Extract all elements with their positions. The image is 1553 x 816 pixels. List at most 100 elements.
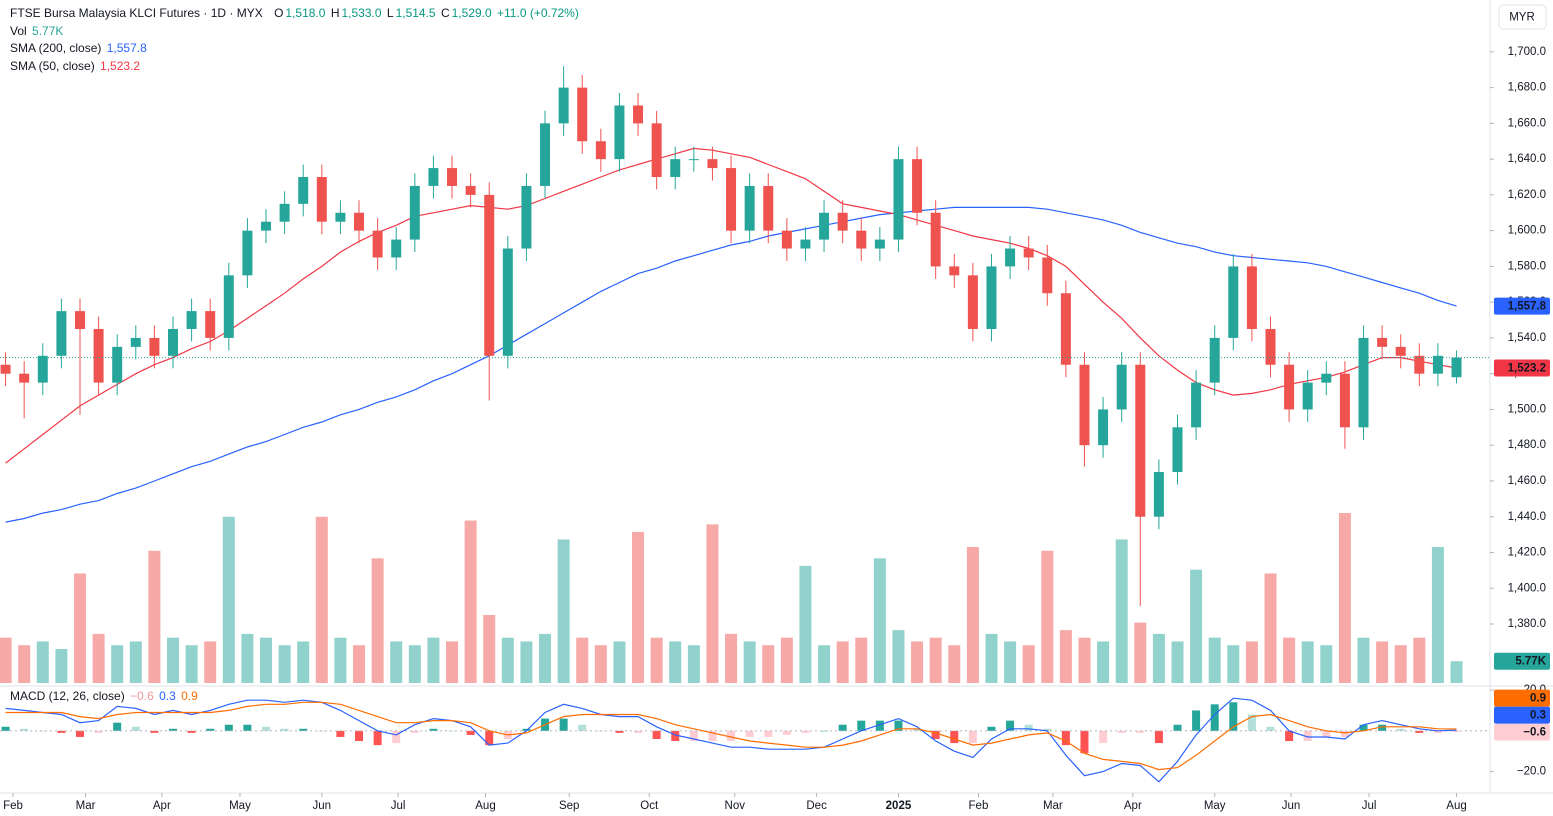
sma-name: SMA (50, close): [10, 58, 95, 73]
macd-hist-bar: [1378, 724, 1387, 731]
macd-hist-bar: [1173, 724, 1182, 731]
macd-hist-bar: [1006, 720, 1015, 731]
volume-bar: [1171, 641, 1184, 683]
y-tick-label: 1,380.0: [1508, 618, 1546, 630]
candle-body: [316, 177, 327, 222]
volume-bar: [1376, 641, 1389, 683]
volume-bar: [111, 645, 124, 683]
candle-body: [1098, 409, 1109, 446]
macd-hist-bar: [485, 730, 494, 746]
candle-body: [93, 328, 104, 383]
candle-body: [298, 177, 309, 204]
candle-body: [409, 185, 420, 240]
sma-name: SMA (200, close): [10, 41, 102, 56]
macd-hist-bar: [1266, 726, 1275, 731]
change: +11.0 (+0.72%): [497, 6, 579, 20]
volume-bar: [948, 645, 961, 683]
volume-bar: [260, 637, 273, 683]
volume-bar: [501, 637, 514, 683]
volume-bar: [1041, 550, 1054, 683]
macd-hist-bar: [875, 720, 884, 731]
ohlc-key: H: [330, 6, 340, 20]
candle-body: [149, 337, 160, 356]
y-tick-label: 1,440.0: [1508, 511, 1546, 523]
currency-box: [1498, 4, 1547, 30]
macd-hist-bar: [224, 724, 233, 731]
macd-hist-bar: [392, 730, 401, 744]
volume-bar: [557, 539, 570, 683]
macd-hist-bar: [150, 730, 159, 733]
macd-hist-bar: [671, 730, 680, 742]
candle-body: [205, 311, 216, 338]
macd-hist-bar: [38, 730, 47, 732]
candle-body: [484, 194, 495, 356]
volume-bar: [669, 641, 682, 683]
volume-bar: [1022, 645, 1035, 683]
macd-hist-bar: [559, 718, 568, 731]
volume-bar: [92, 633, 105, 683]
macd-hist-bar: [708, 730, 717, 742]
macd-y-tick-label: −20.0: [1517, 766, 1546, 778]
volume-bar: [687, 645, 700, 683]
volume-bar: [613, 641, 626, 683]
candle-body: [614, 105, 625, 160]
volume-bar: [297, 641, 310, 683]
ohlc-value: 1,533.0: [341, 6, 382, 20]
volume-bar: [408, 645, 421, 683]
x-tick-label: Apr: [153, 800, 171, 812]
macd-hist-bar: [410, 730, 419, 733]
ohlc-value: 1,529.0: [451, 6, 492, 20]
volume-bar: [799, 565, 812, 683]
volume-bar: [1283, 637, 1296, 683]
candle-body: [167, 328, 178, 356]
candle-body: [335, 212, 346, 222]
macd-hist-bar: [950, 730, 959, 744]
candle-body: [1135, 364, 1146, 517]
volume-bar: [855, 637, 868, 683]
candle-body: [912, 159, 923, 213]
volume-bar: [148, 550, 161, 683]
candle-body: [1339, 373, 1350, 428]
macd-hist-bar: [75, 730, 84, 737]
candle-body: [744, 185, 755, 231]
y-tick-label: 1,480.0: [1508, 439, 1546, 451]
candle-body: [726, 168, 737, 231]
volume-bar: [1190, 569, 1203, 683]
volume-bar: [725, 633, 738, 683]
volume-legend: Vol 5.77K: [10, 23, 581, 41]
volume-bar: [1394, 645, 1407, 683]
volume-bar: [55, 649, 68, 683]
volume-bar: [0, 637, 12, 683]
macd-hist-badge: −0.6: [1523, 727, 1546, 739]
y-tick-label: 1,700.0: [1508, 46, 1546, 58]
volume-bar: [334, 637, 347, 683]
x-tick-label: Aug: [1446, 800, 1466, 812]
candle-body: [930, 212, 941, 267]
macd-line: [5, 701, 1457, 771]
macd-hist-bar: [801, 730, 810, 733]
macd-hist-bar: [1359, 724, 1368, 731]
signal-value: 0.9: [181, 689, 198, 703]
sma-badge-bg: [1494, 359, 1550, 377]
macd-hist-bar: [1452, 730, 1461, 733]
macd-badge-bg: [1494, 689, 1550, 707]
candle-body: [428, 168, 439, 186]
macd-hist-bar: [262, 726, 271, 731]
candle-body: [986, 266, 997, 329]
candle-body: [1414, 355, 1425, 374]
macd-hist-bar: [131, 726, 140, 731]
volume-bar: [1245, 641, 1258, 683]
macd-hist-bar: [838, 724, 847, 731]
candle-body: [1321, 373, 1332, 383]
candle-body: [1265, 328, 1276, 365]
ohlc-key: C: [440, 6, 450, 20]
candle-body: [447, 168, 458, 186]
x-tick-label: May: [229, 800, 251, 812]
ohlc-value: 1,514.5: [395, 6, 436, 20]
macd-badge: 0.3: [1530, 710, 1546, 722]
macd-hist-bar: [1322, 730, 1331, 737]
sma-badge: 1,523.2: [1508, 362, 1546, 374]
volume-bar: [632, 531, 645, 683]
volume-bar: [892, 630, 905, 683]
candle-body: [112, 346, 123, 383]
